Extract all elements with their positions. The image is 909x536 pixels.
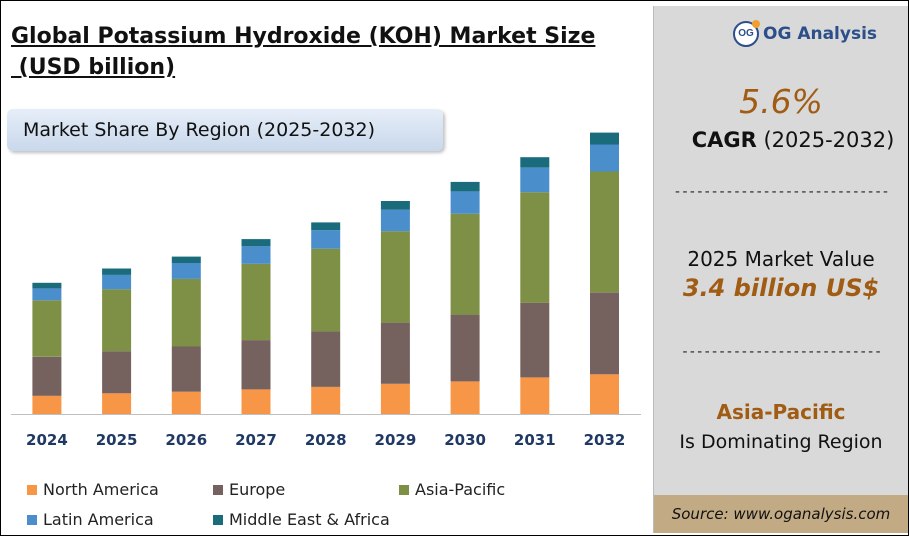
dominating-region-value: Asia-Pacific [716, 400, 846, 424]
bar-segment-2029-middle-east-africa [380, 201, 410, 210]
bar-segment-2024-north-america [32, 395, 62, 414]
bar-segment-2030-latin-america [450, 191, 480, 214]
legend-item-latin-america: Latin America [27, 510, 154, 529]
x-tick-label-2029: 2029 [375, 431, 417, 449]
bar-segment-2025-middle-east-africa [102, 268, 132, 275]
legend-swatch [27, 485, 37, 495]
x-tick-label-2030: 2030 [444, 431, 486, 449]
summary-panel: OG OG Analysis 5.6% CAGR (2025-2032) ----… [653, 6, 908, 533]
title-line-1: Global Potassium Hydroxide (KOH) Market … [11, 24, 596, 49]
bar-segment-2024-europe [32, 356, 62, 396]
bar-segment-2026-north-america [171, 391, 201, 414]
bar-segment-2027-middle-east-africa [241, 239, 271, 247]
bar-segment-2024-asia-pacific [32, 300, 62, 357]
bar-segment-2029-asia-pacific [380, 231, 410, 323]
bar-segment-2029-europe [380, 322, 410, 384]
market-value: 3.4 billion US$ [682, 274, 880, 302]
og-logo-icon: OG [733, 20, 760, 47]
bar-segment-2031-asia-pacific [520, 192, 550, 303]
bar-segment-2031-north-america [520, 377, 550, 414]
cagr-label-bold: CAGR [691, 128, 757, 152]
divider-1: ----------------------------- [673, 184, 889, 200]
bar-segment-2032-north-america [590, 374, 619, 414]
legend-item-north-america: North America [27, 480, 159, 499]
bar-segment-2028-north-america [311, 387, 341, 414]
bar-segment-2027-latin-america [241, 246, 271, 264]
legend-label: Asia-Pacific [415, 480, 506, 499]
bar-segment-2028-europe [311, 331, 341, 387]
dominating-region-label: Is Dominating Region [679, 431, 883, 453]
bar-segment-2030-north-america [450, 381, 480, 414]
bar-segment-2032-asia-pacific [590, 171, 619, 293]
bar-segment-2024-middle-east-africa [32, 282, 62, 289]
bar-segment-2024-latin-america [32, 288, 62, 301]
chart-subtitle-banner: Market Share By Region (2025-2032) [7, 109, 443, 151]
bar-segment-2026-asia-pacific [171, 278, 201, 347]
legend-item-europe: Europe [213, 480, 285, 499]
legend-swatch [399, 485, 409, 495]
bar-segment-2032-europe [590, 292, 619, 375]
bar-segment-2025-north-america [102, 393, 132, 414]
bar-segment-2031-europe [520, 302, 550, 378]
bar-segment-2028-asia-pacific [311, 248, 341, 332]
bar-segment-2032-middle-east-africa [590, 132, 619, 145]
bar-segment-2027-north-america [241, 389, 271, 414]
title-line-2: (USD billion) [11, 55, 176, 80]
x-tick-label-2027: 2027 [235, 431, 277, 449]
legend-swatch [213, 485, 223, 495]
bar-segment-2027-europe [241, 340, 271, 390]
bar-segment-2028-latin-america [311, 230, 341, 249]
logo-text: OG Analysis [763, 24, 878, 44]
market-value-label: 2025 Market Value [687, 247, 875, 271]
bar-segment-2025-latin-america [102, 274, 132, 290]
bar-segment-2025-europe [102, 351, 132, 394]
cagr-label: CAGR (2025-2032) [666, 128, 908, 152]
stacked-bar-chart: 2024 2025 2026 2027 2028 2029 2030 2031 2032 [11, 132, 641, 449]
x-tick-label-2031: 2031 [514, 431, 556, 449]
bar-segment-2029-latin-america [380, 209, 410, 232]
divider-2: --------------------------- [680, 344, 883, 360]
og-analysis-logo: OG OG Analysis [733, 20, 878, 47]
source-credit: Source: www.oganalysis.com [654, 495, 908, 533]
x-tick-label-2026: 2026 [165, 431, 207, 449]
bar-segment-2028-middle-east-africa [311, 222, 341, 231]
legend-label: Middle East & Africa [229, 510, 390, 529]
bar-segment-2027-asia-pacific [241, 263, 271, 341]
page-title: Global Potassium Hydroxide (KOH) Market … [11, 21, 611, 83]
bar-segment-2030-europe [450, 314, 480, 382]
bar-segment-2026-middle-east-africa [171, 256, 201, 263]
legend-item-asia-pacific: Asia-Pacific [399, 480, 505, 499]
legend-item-middle-east-africa: Middle East & Africa [213, 510, 390, 529]
x-tick-label-2028: 2028 [305, 431, 347, 449]
legend-label: Europe [229, 480, 286, 499]
cagr-period: (2025-2032) [756, 128, 895, 152]
bar-segment-2030-asia-pacific [450, 213, 480, 315]
legend-label: Latin America [43, 510, 154, 529]
x-tick-label-2032: 2032 [584, 431, 626, 449]
legend-label: North America [43, 480, 159, 499]
cagr-value: 5.6% [739, 82, 823, 121]
bar-segment-2025-asia-pacific [102, 289, 132, 352]
legend-swatch [213, 515, 223, 525]
bar-segment-2030-middle-east-africa [450, 181, 480, 192]
bar-segment-2032-latin-america [590, 144, 619, 172]
x-tick-label-2024: 2024 [26, 431, 68, 449]
bar-segment-2026-latin-america [171, 263, 201, 279]
legend-swatch [27, 515, 37, 525]
bar-segment-2026-europe [171, 346, 201, 392]
bar-segment-2031-middle-east-africa [520, 157, 550, 168]
bar-segment-2029-north-america [380, 383, 410, 414]
x-tick-label-2025: 2025 [96, 431, 138, 449]
bar-segment-2031-latin-america [520, 167, 550, 193]
